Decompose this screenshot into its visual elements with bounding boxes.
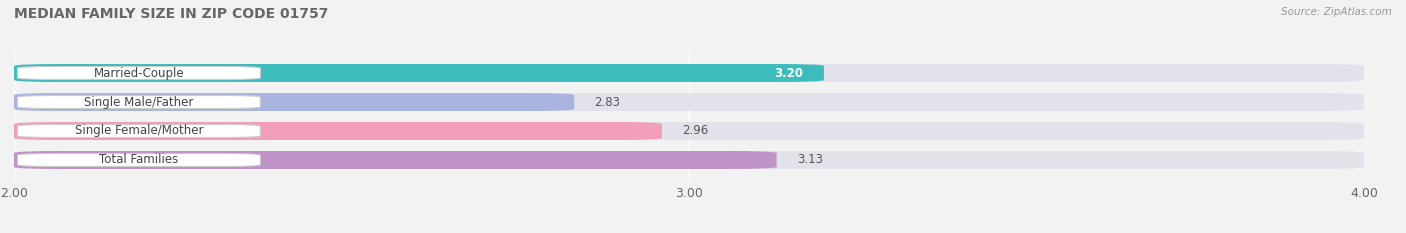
Text: Married-Couple: Married-Couple [94,66,184,79]
Text: Single Female/Mother: Single Female/Mother [75,124,202,137]
Text: Source: ZipAtlas.com: Source: ZipAtlas.com [1281,7,1392,17]
Text: 3.20: 3.20 [775,66,804,79]
FancyBboxPatch shape [17,67,260,79]
FancyBboxPatch shape [14,64,1364,82]
Text: MEDIAN FAMILY SIZE IN ZIP CODE 01757: MEDIAN FAMILY SIZE IN ZIP CODE 01757 [14,7,329,21]
FancyBboxPatch shape [17,96,260,109]
FancyBboxPatch shape [14,93,574,111]
FancyBboxPatch shape [14,122,1364,140]
FancyBboxPatch shape [14,151,1364,169]
Text: 2.96: 2.96 [682,124,709,137]
FancyBboxPatch shape [14,151,776,169]
Text: Total Families: Total Families [100,154,179,167]
FancyBboxPatch shape [17,124,260,137]
FancyBboxPatch shape [17,154,260,166]
FancyBboxPatch shape [14,122,662,140]
Text: Single Male/Father: Single Male/Father [84,96,194,109]
FancyBboxPatch shape [14,64,824,82]
FancyBboxPatch shape [14,93,1364,111]
Text: 3.13: 3.13 [797,154,823,167]
Text: 2.83: 2.83 [595,96,620,109]
